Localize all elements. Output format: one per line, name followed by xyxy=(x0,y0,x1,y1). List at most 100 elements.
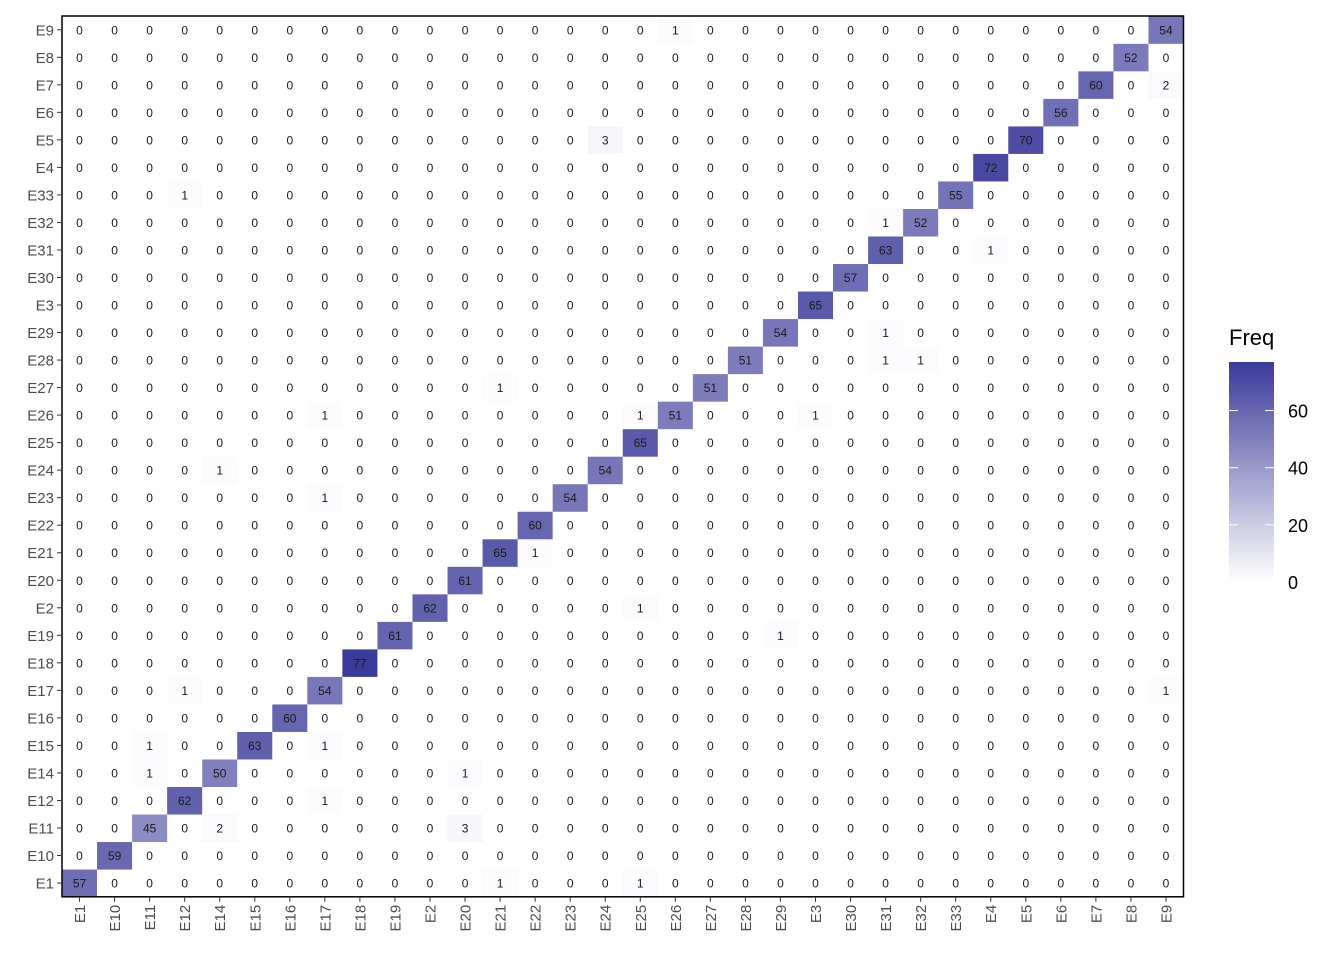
heatmap-cell xyxy=(868,373,904,402)
heatmap-cell xyxy=(1148,786,1184,815)
cell-value-label: 0 xyxy=(497,354,504,368)
heatmap-cell xyxy=(1148,43,1184,72)
cell-value-label: 0 xyxy=(987,656,994,670)
cell-value-label: 0 xyxy=(917,684,924,698)
heatmap-cell xyxy=(973,263,1009,292)
cell-value-label: 0 xyxy=(672,216,679,230)
cell-value-label: 0 xyxy=(111,601,118,615)
heatmap-cell xyxy=(307,373,343,402)
cell-value-label: 0 xyxy=(952,106,959,120)
heatmap-cell xyxy=(727,483,764,512)
heatmap-cell xyxy=(412,373,448,402)
cell-value-label: 0 xyxy=(76,574,83,588)
heatmap-cell xyxy=(272,291,308,320)
heatmap-cell xyxy=(622,731,659,760)
cell-value-label: 0 xyxy=(357,821,364,835)
heatmap-cell xyxy=(938,291,974,320)
heatmap-cell xyxy=(97,676,133,705)
heatmap-cell xyxy=(657,621,694,650)
cell-value-label: 0 xyxy=(672,849,679,863)
heatmap-cell xyxy=(833,98,869,127)
cell-value-label: 0 xyxy=(286,381,293,395)
heatmap-cell xyxy=(377,786,413,815)
heatmap-cell xyxy=(552,346,589,375)
cell-value-label: 0 xyxy=(777,849,784,863)
heatmap-cell xyxy=(1113,869,1149,898)
heatmap-cell xyxy=(727,291,764,320)
heatmap-cell xyxy=(973,236,1009,265)
heatmap-cell xyxy=(272,731,308,760)
cell-value-label: 0 xyxy=(462,216,469,230)
cell-value-label: 0 xyxy=(1057,409,1064,423)
cell-value-label: 1 xyxy=(497,877,504,891)
cell-value-label: 60 xyxy=(283,711,297,725)
cell-value-label: 0 xyxy=(146,574,153,588)
heatmap-cell xyxy=(727,208,764,237)
heatmap-cell xyxy=(762,538,799,567)
heatmap-cell xyxy=(692,346,729,375)
cell-value-label: 0 xyxy=(707,51,714,65)
cell-value-label: 0 xyxy=(357,326,364,340)
cell-value-label: 0 xyxy=(1057,271,1064,285)
heatmap-cell xyxy=(377,704,413,732)
heatmap-cell xyxy=(377,594,413,622)
cell-value-label: 0 xyxy=(462,849,469,863)
y-tick-label: E10 xyxy=(27,848,54,865)
heatmap-cell xyxy=(482,71,518,99)
y-tick-label: E17 xyxy=(27,683,54,700)
cell-value-label: 0 xyxy=(987,381,994,395)
cell-value-label: 0 xyxy=(742,409,749,423)
heatmap-cell xyxy=(587,236,624,265)
heatmap-cell xyxy=(482,759,518,787)
cell-value-label: 0 xyxy=(917,794,924,808)
cell-value-label: 0 xyxy=(392,601,399,615)
heatmap-cell xyxy=(727,814,764,843)
cell-value-label: 0 xyxy=(1093,188,1100,202)
heatmap-cell xyxy=(587,401,624,430)
cell-value-label: 0 xyxy=(1093,877,1100,891)
cell-value-label: 0 xyxy=(637,821,644,835)
heatmap-cell xyxy=(903,814,939,843)
cell-value-label: 0 xyxy=(1128,601,1135,615)
y-tick-label: E20 xyxy=(27,573,54,590)
cell-value-label: 0 xyxy=(742,794,749,808)
cell-value-label: 0 xyxy=(777,243,784,257)
heatmap-cell xyxy=(657,649,694,677)
cell-value-label: 0 xyxy=(146,656,153,670)
cell-value-label: 0 xyxy=(1163,133,1170,147)
heatmap-cell xyxy=(833,43,869,72)
cell-value-label: 0 xyxy=(672,574,679,588)
heatmap-cell xyxy=(412,236,448,265)
cell-value-label: 77 xyxy=(353,656,367,670)
cell-value-label: 0 xyxy=(497,51,504,65)
heatmap-cell xyxy=(657,126,694,154)
heatmap-cell xyxy=(237,181,273,209)
cell-value-label: 0 xyxy=(1128,271,1135,285)
cell-value-label: 0 xyxy=(286,519,293,533)
cell-value-label: 0 xyxy=(777,794,784,808)
heatmap-cell xyxy=(517,263,553,292)
heatmap-cell xyxy=(517,153,553,182)
heatmap-cell xyxy=(833,318,869,347)
cell-value-label: 0 xyxy=(812,436,819,450)
cell-value-label: 0 xyxy=(1057,656,1064,670)
heatmap-cell xyxy=(657,841,694,870)
heatmap-cell xyxy=(1008,759,1044,787)
heatmap-cell xyxy=(342,759,378,787)
heatmap-cell xyxy=(657,456,694,485)
heatmap-cell xyxy=(762,566,799,595)
cell-value-label: 0 xyxy=(392,877,399,891)
cell-value-label: 51 xyxy=(704,381,718,395)
cell-value-label: 0 xyxy=(181,326,188,340)
cell-value-label: 0 xyxy=(357,849,364,863)
heatmap-cell xyxy=(1078,71,1114,99)
heatmap-cell xyxy=(377,759,413,787)
cell-value-label: 0 xyxy=(146,51,153,65)
cell-value-label: 0 xyxy=(917,326,924,340)
heatmap-cell xyxy=(272,841,308,870)
cell-value-label: 0 xyxy=(1093,739,1100,753)
heatmap-cell xyxy=(237,841,273,870)
cell-value-label: 0 xyxy=(707,574,714,588)
cell-value-label: 0 xyxy=(637,794,644,808)
heatmap-cell xyxy=(797,181,834,209)
